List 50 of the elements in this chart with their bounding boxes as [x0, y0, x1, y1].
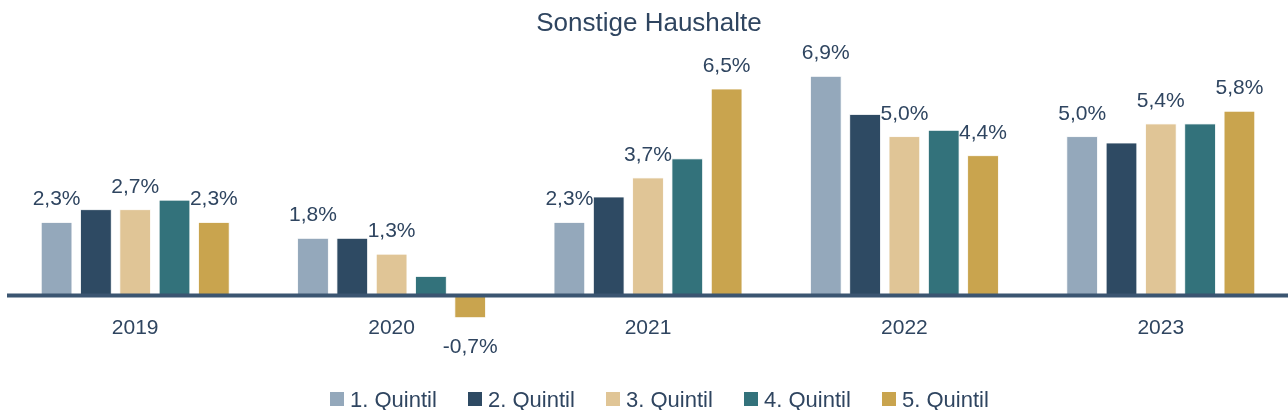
- chart-title: Sonstige Haushalte: [536, 7, 762, 37]
- bar: [40, 222, 73, 296]
- legend-label: 2. Quintil: [488, 386, 575, 410]
- bar: [80, 209, 112, 296]
- data-label: 1,3%: [367, 218, 416, 242]
- bar: [927, 129, 960, 296]
- x-tick-label: 2019: [111, 315, 159, 339]
- data-label: 5,8%: [1215, 75, 1264, 99]
- bar: [1066, 136, 1098, 296]
- bar: [888, 136, 921, 296]
- bar: [810, 75, 842, 296]
- bar: [297, 237, 329, 296]
- bar: [375, 253, 408, 296]
- bar: [1145, 123, 1177, 296]
- data-label: 5,4%: [1136, 87, 1185, 111]
- bar: [158, 199, 191, 296]
- data-label: 6,9%: [801, 40, 850, 64]
- legend-label: 1. Quintil: [350, 386, 437, 410]
- x-tick-label: 2022: [881, 315, 928, 339]
- bar: [1223, 110, 1256, 296]
- data-label: 2,7%: [111, 173, 160, 197]
- legend-label: 5. Quintil: [902, 386, 989, 410]
- bar: [849, 114, 881, 296]
- data-label: 2,3%: [32, 186, 81, 210]
- bar: [710, 88, 743, 296]
- data-label: 6,5%: [702, 53, 751, 77]
- x-tick-label: 2020: [368, 315, 415, 339]
- bar: [119, 209, 151, 296]
- data-label: 5,0%: [1058, 100, 1107, 124]
- x-tick-label: 2021: [624, 315, 672, 339]
- x-tick-label: 2023: [1137, 315, 1185, 339]
- bar: [1105, 142, 1138, 296]
- bar: [592, 196, 625, 296]
- bar: [454, 295, 486, 319]
- data-label: 1,8%: [289, 202, 337, 226]
- data-label: 4,4%: [959, 119, 1007, 143]
- bar: [198, 222, 230, 296]
- legend-label: 4. Quintil: [764, 386, 851, 410]
- data-label: 2,3%: [545, 186, 594, 210]
- data-label: 2,3%: [189, 186, 238, 210]
- bar: [632, 177, 664, 296]
- legend-label: 3. Quintil: [626, 386, 713, 410]
- data-label: 5,0%: [880, 100, 929, 124]
- bar: [1184, 123, 1216, 296]
- bar: [336, 237, 369, 296]
- bar: [967, 155, 999, 296]
- bar: [553, 222, 586, 296]
- data-label: 3,7%: [624, 141, 672, 165]
- bar: [671, 158, 704, 296]
- data-label: -0,7%: [442, 333, 498, 357]
